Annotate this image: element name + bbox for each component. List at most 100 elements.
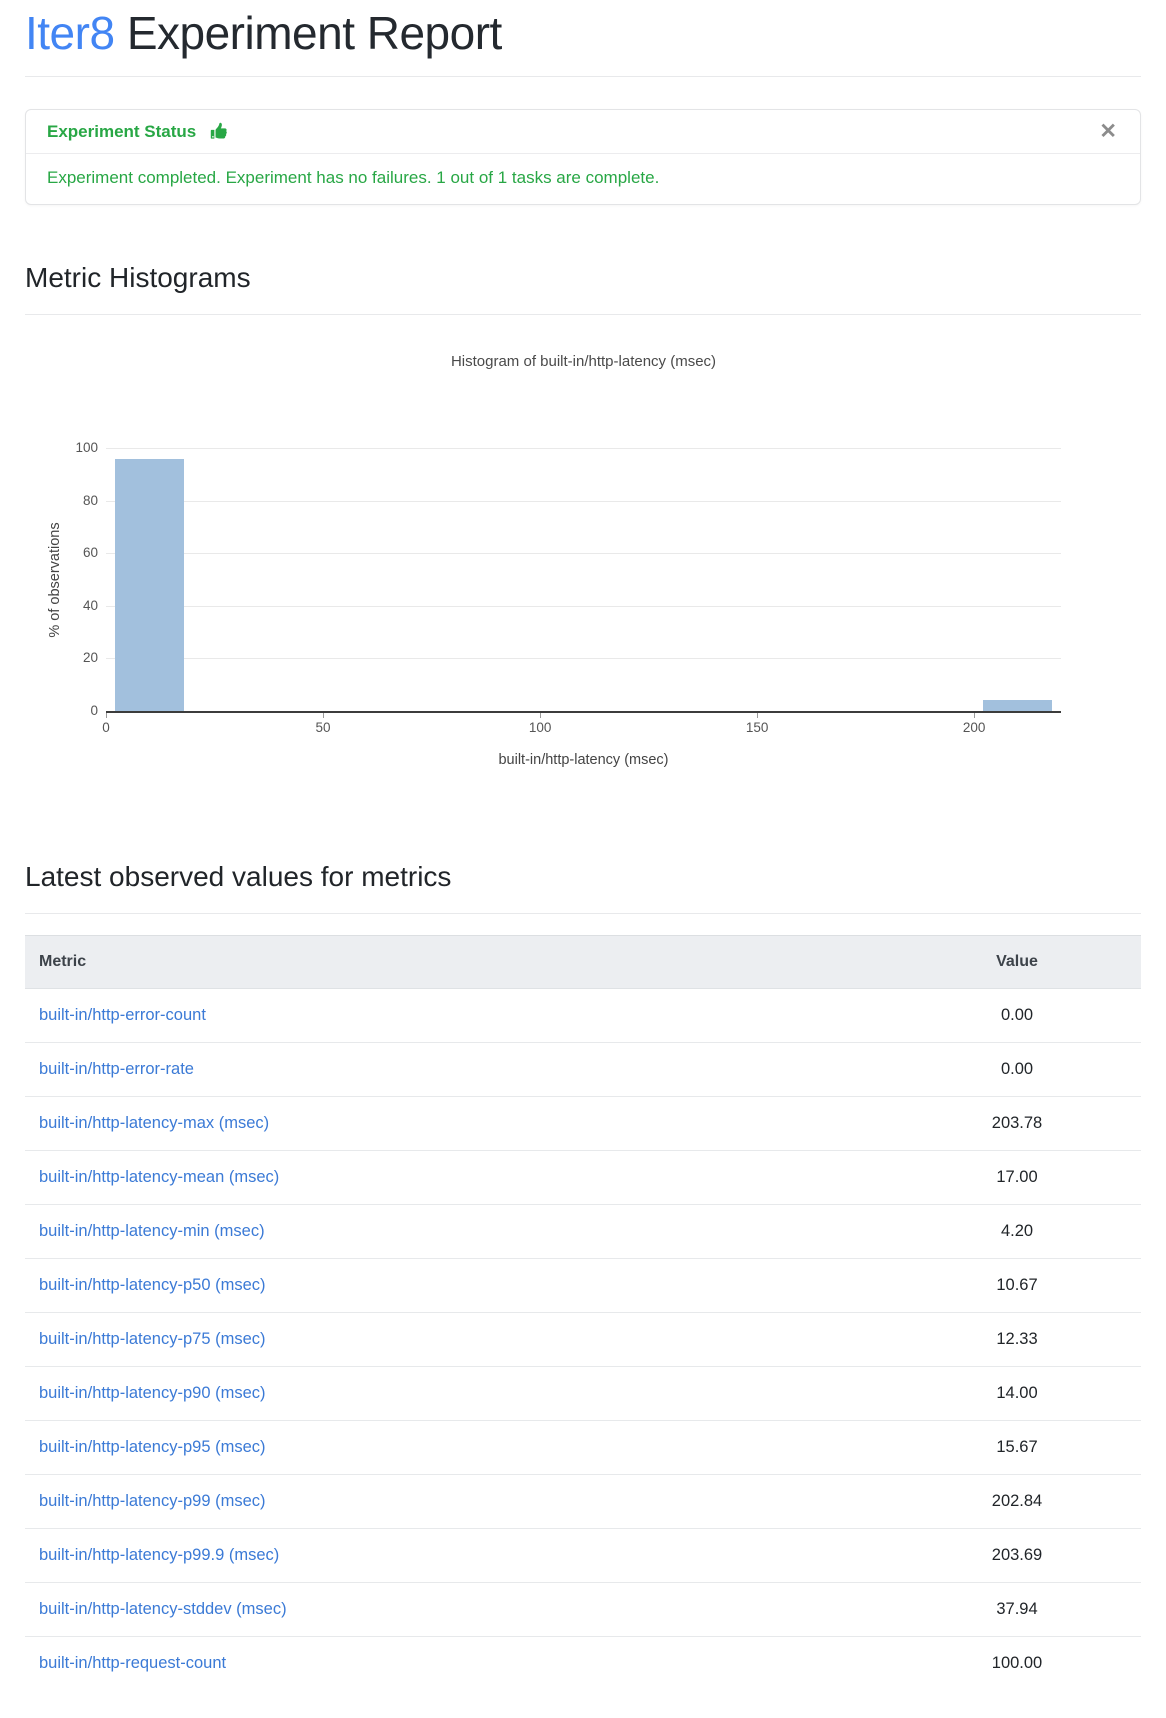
x-axis-line: [106, 711, 1061, 713]
chart-title: Histogram of built-in/http-latency (msec…: [450, 353, 717, 370]
metric-link[interactable]: built-in/http-error-rate: [39, 1060, 194, 1078]
metric-value: 203.78: [893, 1096, 1141, 1151]
metric-link[interactable]: built-in/http-latency-max (msec): [39, 1114, 270, 1132]
experiment-status-card: Experiment Status ✕ Experiment completed…: [25, 109, 1141, 205]
metric-cell: built-in/http-latency-p90 (msec): [25, 1366, 893, 1421]
brand-iter8: Iter8: [25, 7, 115, 59]
page-title-rest: Experiment Report: [114, 7, 503, 59]
metric-value: 17.00: [893, 1150, 1141, 1205]
gridline: [106, 500, 1061, 502]
metric-cell: built-in/http-latency-min (msec): [25, 1204, 893, 1259]
metric-link[interactable]: built-in/http-latency-p99 (msec): [39, 1492, 266, 1510]
metric-link[interactable]: built-in/http-latency-p75 (msec): [39, 1330, 266, 1348]
status-message: Experiment completed. Experiment has no …: [47, 168, 660, 187]
metric-cell: built-in/http-error-rate: [25, 1042, 893, 1097]
metrics-table: Metric Value built-in/http-error-count 0.…: [25, 935, 1141, 1690]
x-tick-mark: [106, 713, 107, 718]
x-tick-label: 150: [745, 720, 769, 735]
metric-link[interactable]: built-in/http-latency-min (msec): [39, 1222, 265, 1240]
metric-cell: built-in/http-latency-mean (msec): [25, 1150, 893, 1205]
metric-value: 0.00: [893, 1042, 1141, 1097]
y-tick-label: 60: [82, 545, 98, 561]
header-row: Metric Value: [25, 935, 1141, 989]
metric-cell: built-in/http-error-count: [25, 989, 893, 1043]
x-tick-label: 100: [528, 720, 552, 735]
metrics-table-body: built-in/http-error-count 0.00 built-in/ht…: [25, 989, 1141, 1690]
metric-link[interactable]: built-in/http-error-count: [39, 1006, 206, 1024]
gridline: [106, 605, 1061, 607]
section-title-histograms: Metric Histograms: [25, 262, 251, 293]
gridline: [106, 658, 1061, 660]
latency-histogram-chart: Histogram of built-in/http-latency (msec…: [25, 315, 1141, 785]
thumbs-up-icon: [210, 122, 229, 141]
y-tick-label: 0: [90, 703, 98, 718]
metric-link[interactable]: built-in/http-request-count: [39, 1654, 227, 1672]
metric-cell: built-in/http-latency-max (msec): [25, 1096, 893, 1151]
metric-cell: built-in/http-latency-p99.9 (msec): [25, 1528, 893, 1583]
metrics-table-head: Metric Value: [25, 935, 1141, 989]
y-tick-label: 80: [82, 492, 98, 508]
metric-value: 14.00: [893, 1366, 1141, 1421]
metric-value: 202.84: [893, 1474, 1141, 1529]
table-row: built-in/http-error-count 0.00: [25, 989, 1141, 1043]
table-row: built-in/http-latency-stddev (msec) 37.94: [25, 1582, 1141, 1637]
x-tick-mark: [757, 713, 759, 718]
status-card-title: Experiment Status: [47, 121, 197, 141]
table-row: built-in/http-latency-max (msec) 203.78: [25, 1096, 1141, 1151]
status-card-header: Experiment Status ✕: [26, 110, 1140, 154]
metric-value: 100.00: [893, 1636, 1141, 1690]
column-header-metric: Metric: [25, 935, 893, 989]
metric-link[interactable]: built-in/http-latency-p95 (msec): [39, 1438, 266, 1456]
table-row: built-in/http-latency-p99 (msec) 202.84: [25, 1474, 1141, 1529]
metric-link[interactable]: built-in/http-latency-p50 (msec): [39, 1276, 266, 1294]
column-header-value: Value: [893, 935, 1141, 989]
metric-link[interactable]: built-in/http-latency-mean (msec): [39, 1168, 280, 1186]
x-axis-label: built-in/http-latency (msec): [498, 752, 669, 768]
metric-value: 15.67: [893, 1420, 1141, 1475]
metric-cell: built-in/http-latency-p50 (msec): [25, 1258, 893, 1313]
report-page: Iter8 Experiment Report Experiment Statu…: [0, 6, 1166, 1690]
divider: [25, 76, 1141, 77]
close-icon[interactable]: ✕: [1099, 120, 1117, 143]
divider: [25, 314, 1141, 315]
metric-link[interactable]: built-in/http-latency-p99.9 (msec): [39, 1546, 280, 1564]
metric-link[interactable]: built-in/http-latency-stddev (msec): [39, 1600, 287, 1618]
gridline: [106, 448, 1061, 449]
y-tick-label: 100: [75, 440, 98, 455]
histogram-bar: [114, 458, 185, 711]
metric-value: 203.69: [893, 1528, 1141, 1583]
metric-cell: built-in/http-latency-p75 (msec): [25, 1312, 893, 1367]
table-row: built-in/http-latency-p90 (msec) 14.00: [25, 1366, 1141, 1421]
x-tick-label: 50: [315, 720, 331, 735]
table-row: built-in/http-error-rate 0.00: [25, 1042, 1141, 1097]
metric-value: 37.94: [893, 1582, 1141, 1637]
metric-value: 10.67: [893, 1258, 1141, 1313]
table-row: built-in/http-latency-p95 (msec) 15.67: [25, 1420, 1141, 1475]
y-axis-label: % of observations: [47, 521, 63, 638]
histogram-bar: [982, 700, 1053, 711]
metric-cell: built-in/http-latency-p95 (msec): [25, 1420, 893, 1475]
y-tick-label: 40: [82, 597, 98, 613]
section-title-latest-values: Latest observed values for metrics: [25, 861, 452, 892]
gridline: [106, 553, 1061, 555]
metric-cell: built-in/http-request-count: [25, 1636, 893, 1690]
metric-value: 0.00: [1000, 1006, 1034, 1024]
metric-value: 4.20: [893, 1204, 1141, 1259]
table-row: built-in/http-latency-p50 (msec) 10.67: [25, 1258, 1141, 1313]
y-tick-label: 20: [82, 650, 98, 666]
divider: [25, 913, 1141, 914]
page-title: Iter8 Experiment Report: [25, 6, 1141, 60]
metric-link[interactable]: built-in/http-latency-p90 (msec): [39, 1384, 266, 1402]
x-tick-mark: [323, 713, 325, 718]
status-card-body: Experiment completed. Experiment has no …: [26, 154, 1140, 204]
table-row: built-in/http-latency-mean (msec) 17.00: [25, 1150, 1141, 1205]
x-tick-mark: [540, 713, 542, 718]
table-row: built-in/http-latency-p99.9 (msec) 203.69: [25, 1528, 1141, 1583]
metric-cell: built-in/http-latency-p99 (msec): [25, 1474, 893, 1529]
metric-value: 12.33: [893, 1312, 1141, 1367]
x-tick-mark: [974, 713, 976, 718]
table-row: built-in/http-request-count 100.00: [25, 1636, 1141, 1690]
table-row: built-in/http-latency-min (msec) 4.20: [25, 1204, 1141, 1259]
x-tick-label: 0: [102, 720, 110, 735]
x-tick-label: 200: [962, 720, 986, 735]
